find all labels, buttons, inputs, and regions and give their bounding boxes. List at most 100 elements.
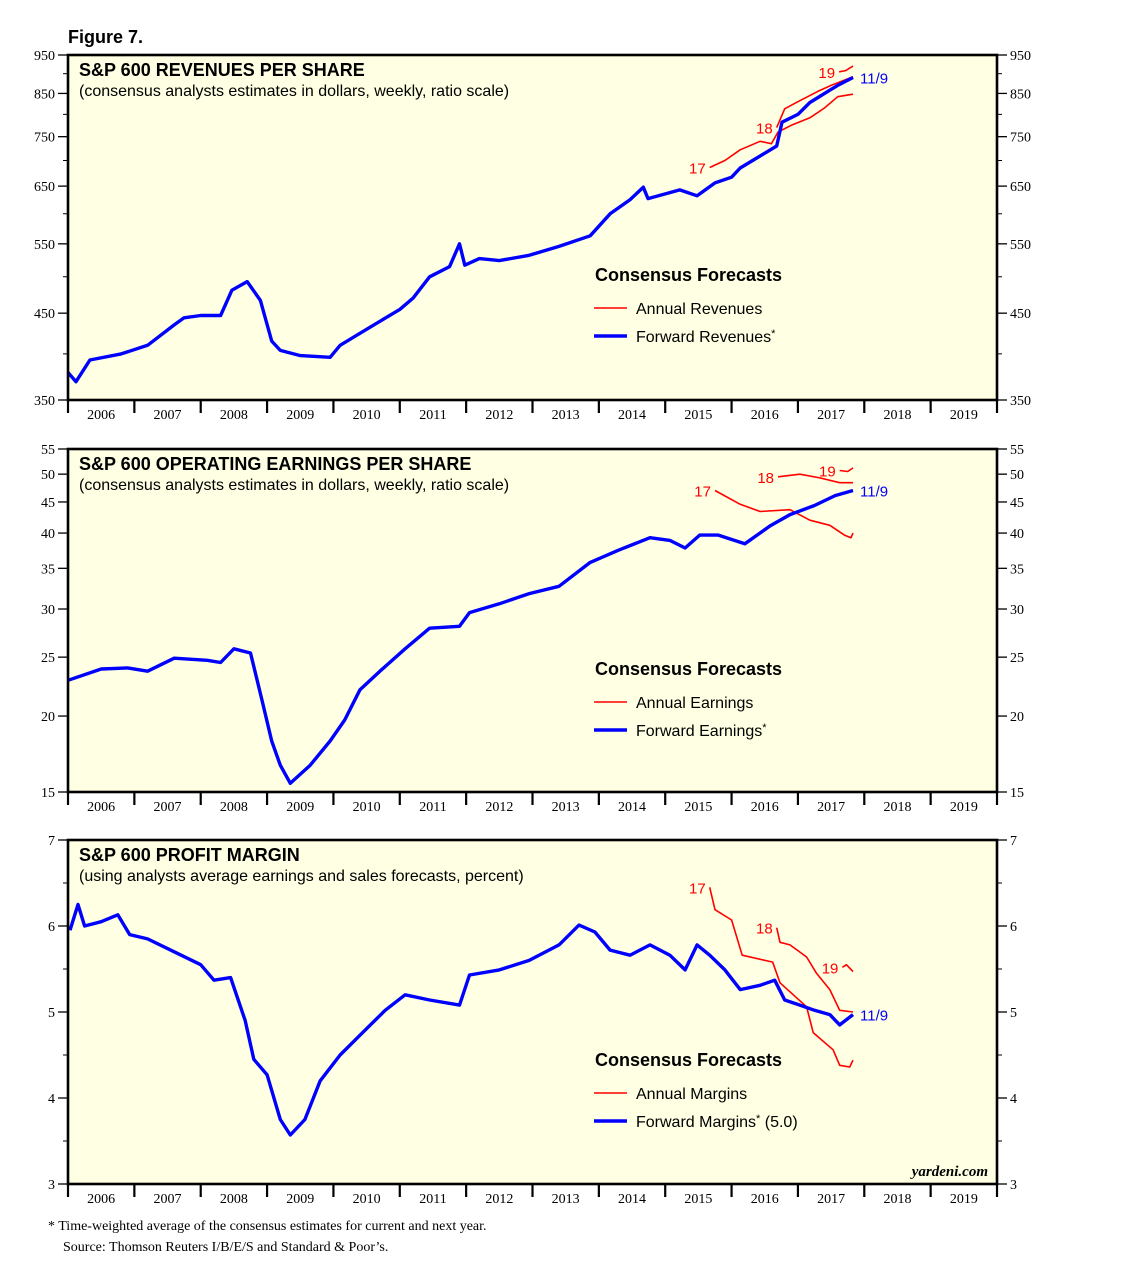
annual-series-label: 18 [757, 470, 774, 487]
y-tick-label-left: 50 [41, 468, 55, 483]
legend-label-forward: Forward Revenues* [636, 328, 776, 346]
annual-series-label: 18 [756, 121, 773, 138]
x-tick-label: 2008 [220, 1192, 248, 1207]
legend: Consensus Forecasts Annual Earnings Forwar… [594, 659, 782, 740]
y-tick-label-right: 35 [1010, 562, 1024, 577]
y-tick-label-left: 350 [34, 394, 55, 409]
x-tick-label: 2012 [485, 800, 513, 815]
y-tick-label-right: 950 [1010, 49, 1031, 64]
x-tick-label: 2014 [618, 408, 646, 423]
y-tick-label-left: 6 [48, 920, 55, 935]
y-tick-label-right: 50 [1010, 468, 1024, 483]
x-tick-label: 2012 [485, 1192, 513, 1207]
y-tick-label-left: 4 [48, 1092, 55, 1107]
y-tick-label-left: 45 [41, 496, 55, 511]
y-tick-label-right: 40 [1010, 527, 1024, 542]
x-tick-label: 2011 [419, 800, 446, 815]
x-tick-label: 2015 [684, 800, 712, 815]
forward-date-label: 11/9 [860, 71, 888, 88]
chart-subtitle: (using analysts average earnings and sal… [79, 868, 524, 885]
plot-frame [66, 447, 999, 794]
chart-subtitle: (consensus analysts estimates in dollars… [79, 83, 509, 100]
forward-series-line [67, 488, 854, 785]
x-tick-label: 2006 [87, 1192, 115, 1207]
legend-forward-text: Forward Earnings [636, 723, 762, 740]
y-tick-label-right: 45 [1010, 496, 1024, 511]
y-tick-label-left: 20 [41, 710, 55, 725]
annual-series-label: 17 [694, 483, 711, 500]
y-tick-label-right: 7 [1010, 834, 1017, 849]
legend-asterisk: * [771, 328, 776, 340]
x-tick-label: 2015 [684, 1192, 712, 1207]
y-tick-label-right: 650 [1010, 180, 1031, 195]
y-tick-label-left: 750 [34, 131, 55, 146]
x-tick-label: 2008 [220, 408, 248, 423]
legend-label-annual: Annual Revenues [636, 301, 762, 318]
y-tick-label-left: 5 [48, 1006, 55, 1021]
legend-asterisk: * [762, 722, 767, 734]
y-tick-label-left: 3 [48, 1178, 55, 1193]
y-tick-label-right: 850 [1010, 87, 1031, 102]
x-tick-label: 2007 [154, 800, 182, 815]
x-tick-label: 2018 [883, 408, 911, 423]
annual-series-line-18 [775, 76, 854, 128]
legend-label-annual: Annual Earnings [636, 695, 753, 712]
y-tick-label-right: 3 [1010, 1178, 1017, 1193]
x-tick-label: 2015 [684, 408, 712, 423]
y-tick-label-right: 5 [1010, 1006, 1017, 1021]
legend: Consensus Forecasts Annual Margins Forward… [594, 1050, 798, 1131]
annual-series-label: 17 [689, 880, 706, 897]
y-tick-label-right: 450 [1010, 307, 1031, 322]
y-tick-label-right: 6 [1010, 920, 1017, 935]
x-tick-label: 2014 [618, 1192, 646, 1207]
legend-forward-text: Forward Margins [636, 1114, 756, 1131]
legend-asterisk: * [756, 1113, 761, 1125]
annual-series-line-17 [709, 93, 854, 169]
y-tick-label-right: 25 [1010, 651, 1024, 666]
annual-series-line-18 [777, 473, 853, 484]
watermark: yardeni.com [910, 1164, 988, 1180]
y-tick-label-right: 350 [1010, 394, 1031, 409]
y-tick-label-left: 30 [41, 603, 55, 618]
x-tick-label: 2012 [485, 408, 513, 423]
annual-series-label: 19 [822, 960, 839, 977]
y-tick-label-right: 55 [1010, 443, 1024, 458]
chart-panel-2: 15 15 20 20 25 25 30 30 35 35 40 40 45 45 50 50 55 55 2006… [41, 443, 1024, 815]
forward-series-line [68, 902, 855, 1137]
forward-date-label: 11/9 [860, 1008, 888, 1025]
chart-subtitle: (consensus analysts estimates in dollars… [79, 477, 509, 494]
annual-series-label: 19 [818, 65, 835, 82]
x-tick-label: 2019 [950, 800, 978, 815]
legend: Consensus Forecasts Annual Revenues Forwar… [594, 265, 782, 346]
footnote: * Time-weighted average of the consensus… [48, 1219, 487, 1234]
y-tick-label-right: 20 [1010, 710, 1024, 725]
annual-series-label: 17 [689, 160, 706, 177]
legend-label-annual: Annual Margins [636, 1086, 747, 1103]
legend-label-forward: Forward Earnings* [636, 722, 767, 740]
plot-background [68, 55, 997, 400]
annual-series-line-17 [714, 489, 854, 539]
y-tick-label-right: 550 [1010, 238, 1031, 253]
x-tick-label: 2018 [883, 1192, 911, 1207]
x-tick-label: 2016 [751, 800, 779, 815]
x-tick-label: 2010 [353, 800, 381, 815]
x-tick-label: 2017 [817, 800, 845, 815]
x-tick-label: 2016 [751, 1192, 779, 1207]
y-tick-label-left: 55 [41, 443, 55, 458]
annual-series-line-19 [838, 65, 854, 73]
plot-background [68, 840, 997, 1184]
source-note: Source: Thomson Reuters I/B/E/S and Stan… [63, 1240, 388, 1255]
legend-title: Consensus Forecasts [595, 1050, 782, 1070]
x-tick-label: 2007 [154, 408, 182, 423]
x-tick-label: 2019 [950, 1192, 978, 1207]
chart-panel-1: 350 350 450 450 550 550 650 650 750 750 850 850 950 9… [34, 49, 1031, 423]
x-tick-label: 2019 [950, 408, 978, 423]
y-tick-label-left: 15 [41, 786, 55, 801]
y-tick-label-left: 650 [34, 180, 55, 195]
x-tick-label: 2013 [552, 1192, 580, 1207]
y-tick-label-left: 450 [34, 307, 55, 322]
legend-title: Consensus Forecasts [595, 265, 782, 285]
x-tick-label: 2006 [87, 800, 115, 815]
